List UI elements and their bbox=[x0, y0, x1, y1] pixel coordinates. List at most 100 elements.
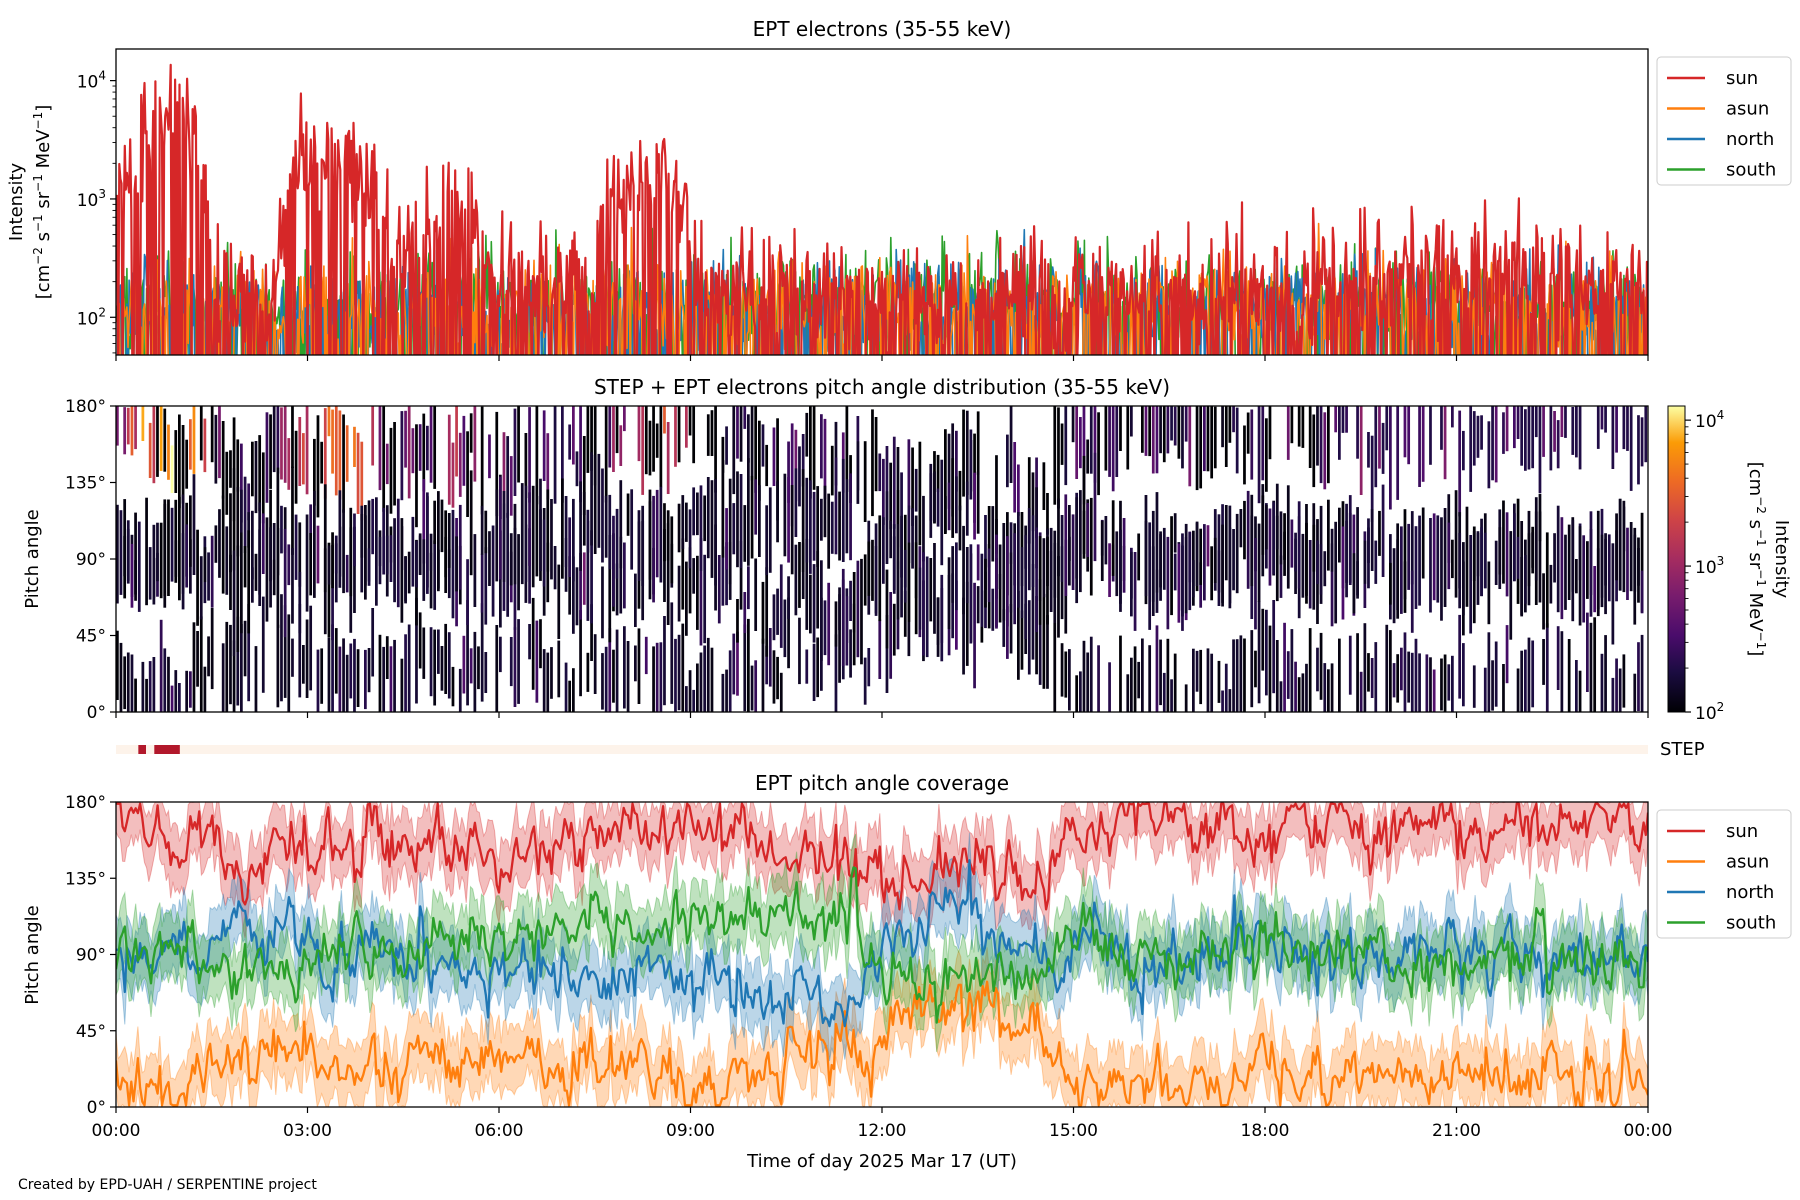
pad-cell bbox=[1330, 528, 1334, 572]
pad-cell bbox=[590, 452, 593, 546]
pad-cell bbox=[1410, 570, 1414, 633]
pad-cell bbox=[659, 406, 663, 488]
pad-cell bbox=[1527, 406, 1531, 470]
pad-cell bbox=[1476, 531, 1480, 605]
pad-cell bbox=[725, 669, 728, 712]
pad-cell bbox=[1009, 552, 1013, 613]
legend-label-asun: asun bbox=[1726, 99, 1769, 120]
pad-cell bbox=[418, 424, 422, 471]
pad-cell bbox=[261, 596, 265, 693]
y-tick-label: 103 bbox=[77, 187, 106, 211]
pad-cell bbox=[334, 628, 338, 694]
y-tick-label: 135° bbox=[65, 869, 106, 889]
pad-cell bbox=[320, 441, 324, 484]
pad-cell bbox=[692, 406, 696, 464]
pad-cell bbox=[1239, 509, 1243, 548]
pad-cell bbox=[484, 547, 488, 625]
pad-cell bbox=[1246, 490, 1250, 589]
pad-cell bbox=[1410, 511, 1414, 585]
intensity-panel-title: EPT electrons (35-55 keV) bbox=[753, 17, 1012, 41]
x-tick-label: 12:00 bbox=[858, 1121, 907, 1141]
pad-cell bbox=[126, 652, 130, 712]
legend-label-north: north bbox=[1726, 882, 1774, 903]
pad-cell bbox=[287, 614, 291, 712]
pad-cell bbox=[480, 505, 484, 555]
pad-cell bbox=[1348, 495, 1352, 585]
pad-cell bbox=[1575, 559, 1578, 594]
pad-cell bbox=[1261, 406, 1265, 481]
pad-cell bbox=[148, 422, 152, 478]
pad-cell bbox=[429, 627, 433, 697]
pad-cell bbox=[805, 649, 809, 684]
pad-cell bbox=[721, 436, 725, 473]
pad-cell bbox=[736, 599, 739, 643]
pad-cell bbox=[1389, 630, 1392, 712]
pad-cell bbox=[1250, 630, 1254, 708]
pad-cell bbox=[1195, 521, 1199, 586]
pad-cell bbox=[619, 425, 623, 466]
pad-cell bbox=[991, 588, 995, 631]
pad-cell bbox=[1454, 490, 1458, 598]
pad-cell bbox=[258, 502, 262, 606]
pad-cell bbox=[269, 414, 272, 489]
pad-cell bbox=[1031, 515, 1035, 587]
pad-cell bbox=[360, 441, 364, 521]
pad-cell bbox=[116, 406, 119, 446]
pad-cell bbox=[1414, 526, 1418, 609]
pad-cell bbox=[641, 406, 645, 495]
pad-cell bbox=[1604, 635, 1607, 712]
pad-cell bbox=[867, 541, 871, 596]
pad-cell bbox=[1184, 523, 1188, 614]
pad-cell bbox=[586, 406, 590, 473]
pad-cell bbox=[1469, 406, 1473, 492]
pad-cell bbox=[152, 406, 156, 484]
pad-cell bbox=[604, 495, 608, 558]
pad-cell bbox=[608, 494, 612, 570]
pad-cell bbox=[1119, 406, 1122, 451]
pad-cell bbox=[601, 468, 604, 563]
pad-cell bbox=[765, 444, 769, 487]
pad-cell bbox=[929, 558, 933, 622]
pad-cell bbox=[918, 567, 922, 630]
pad-cell bbox=[914, 468, 918, 512]
pad-cell bbox=[415, 597, 418, 704]
pad-cell bbox=[783, 473, 787, 557]
pad-cell bbox=[502, 491, 506, 582]
pad-cell bbox=[1341, 406, 1345, 433]
pad-cell bbox=[199, 556, 203, 620]
pad-cell bbox=[313, 438, 316, 506]
pad-cell bbox=[834, 601, 838, 647]
pad-cell bbox=[892, 524, 896, 590]
pad-cell bbox=[1228, 505, 1232, 604]
pad-cell bbox=[458, 504, 462, 590]
pad-cell bbox=[1290, 519, 1294, 568]
pad-cell bbox=[892, 603, 896, 656]
pad-cell bbox=[1542, 573, 1545, 630]
intensity-panel: 102 103 104 Intensity[cm−2 s−1 sr−1 MeV−1] s… bbox=[6, 48, 1792, 361]
pad-cell bbox=[422, 413, 426, 492]
pad-cell bbox=[776, 418, 779, 521]
pad-cell bbox=[378, 536, 382, 585]
pad-cell bbox=[1345, 503, 1348, 598]
pad-cell bbox=[703, 495, 707, 542]
pad-cell bbox=[1637, 415, 1640, 485]
pad-cell bbox=[677, 565, 681, 622]
pad-cell bbox=[590, 530, 593, 624]
pad-cell bbox=[192, 406, 196, 474]
pad-cell bbox=[1334, 406, 1338, 433]
pad-cell bbox=[976, 586, 980, 624]
pad-cell bbox=[1097, 645, 1100, 712]
pad-cell bbox=[243, 476, 247, 553]
pad-cell bbox=[1403, 509, 1407, 613]
pad-cell bbox=[546, 542, 550, 603]
colorbar-tick-label: 102 bbox=[1695, 700, 1724, 724]
pad-cell bbox=[524, 433, 528, 499]
pad-cell bbox=[743, 406, 747, 429]
pad-cell bbox=[229, 624, 232, 705]
pad-cell bbox=[889, 520, 893, 559]
pad-cell bbox=[987, 506, 991, 568]
pad-cell bbox=[1582, 535, 1586, 623]
pad-cell bbox=[1378, 510, 1381, 556]
pad-cell bbox=[772, 427, 776, 486]
pad-panel: 0° 45° 90° 135° 180° Pitch angle bbox=[22, 397, 1649, 723]
